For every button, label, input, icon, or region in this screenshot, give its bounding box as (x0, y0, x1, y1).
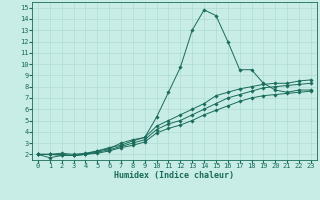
X-axis label: Humidex (Indice chaleur): Humidex (Indice chaleur) (115, 171, 234, 180)
